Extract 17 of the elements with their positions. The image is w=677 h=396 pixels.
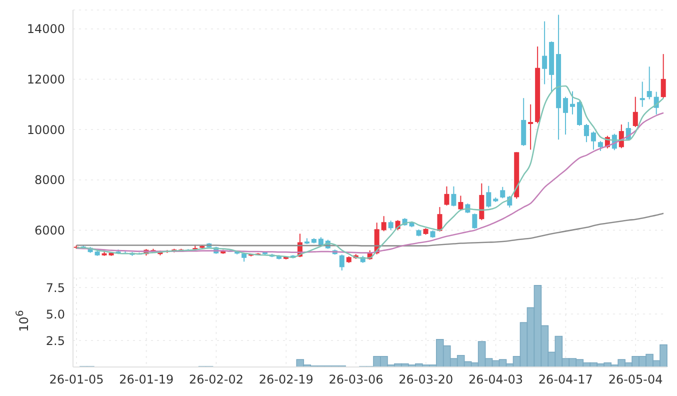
x-tick-label: 26-04-17 — [538, 372, 593, 387]
y-tick-label: 14000 — [26, 22, 65, 36]
x-tick-label: 26-01-05 — [49, 372, 104, 387]
x-tick-label: 26-02-02 — [189, 372, 244, 387]
y-tick-label: 8000 — [34, 173, 65, 188]
y-tick-label: 5.0 — [46, 307, 65, 322]
y-tick-label: 7.5 — [46, 280, 65, 295]
y-tick-label: 2.5 — [46, 334, 65, 348]
y-tick-label: 10000 — [26, 122, 65, 137]
x-tick-label: 26-03-06 — [328, 372, 384, 387]
y-tick-label: 12000 — [26, 72, 65, 86]
x-tick-label: 26-05-04 — [608, 372, 663, 387]
x-tick-label: 26-01-19 — [119, 372, 174, 387]
x-tick-label: 26-03-20 — [398, 372, 454, 387]
x-tick-label: 26-02-19 — [258, 372, 314, 387]
y-tick-label: 6000 — [34, 223, 65, 238]
x-tick-label: 26-04-03 — [468, 372, 524, 387]
